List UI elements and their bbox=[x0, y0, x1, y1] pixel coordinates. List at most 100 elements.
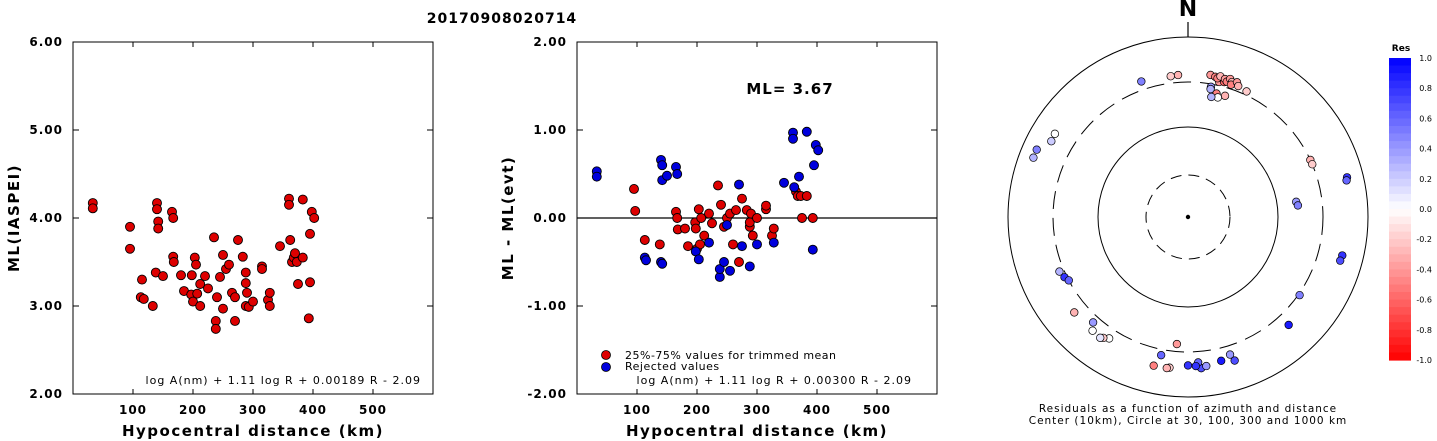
ml-value-label: ML= 3.67 bbox=[746, 80, 833, 98]
mid-data-point bbox=[734, 257, 744, 267]
left-y-tick-label: 3.00 bbox=[29, 299, 63, 313]
left-data-point bbox=[230, 292, 240, 303]
ring-1000km bbox=[1007, 36, 1369, 398]
left-data-point bbox=[264, 287, 275, 298]
left-data-point bbox=[233, 235, 243, 245]
left-data-point bbox=[242, 287, 252, 298]
polar-data-point bbox=[1050, 129, 1060, 138]
colorbar-cell bbox=[1389, 276, 1411, 286]
left-data-point bbox=[195, 301, 206, 311]
left-x-axis-label: Hypocentral distance (km) bbox=[122, 422, 384, 440]
mid-data-point bbox=[752, 239, 762, 250]
mid-x-tick-label: 100 bbox=[623, 403, 651, 417]
left-data-point bbox=[218, 250, 228, 260]
left-data-point bbox=[200, 271, 210, 282]
left-data-point bbox=[195, 279, 206, 289]
colorbar-cell bbox=[1389, 118, 1411, 127]
middle-y-ticks: -2.00 -1.00 0.00 1.00 2.00 bbox=[527, 35, 937, 401]
colorbar-tick-label: 0.4 bbox=[1419, 145, 1432, 154]
colorbar-cell bbox=[1389, 329, 1411, 338]
left-data-point bbox=[275, 241, 285, 252]
left-y-ticks: 2.00 3.00 4.00 5.00 6.00 bbox=[29, 35, 433, 401]
colorbar-cell bbox=[1389, 216, 1411, 225]
mid-data-point bbox=[737, 193, 747, 204]
mid-data-point bbox=[801, 191, 812, 201]
mid-data-point bbox=[672, 169, 683, 179]
left-data-point bbox=[176, 270, 186, 281]
mid-x-tick-label: 500 bbox=[863, 403, 891, 417]
left-data-point bbox=[210, 323, 221, 334]
mid-data-point bbox=[779, 177, 789, 188]
colorbar-cell bbox=[1389, 337, 1411, 346]
mid-data-point bbox=[696, 213, 707, 223]
mid-data-point bbox=[641, 255, 651, 266]
polar-data-point bbox=[1070, 308, 1079, 317]
mid-data-point bbox=[683, 241, 693, 252]
mid-data-point bbox=[680, 223, 690, 234]
colorbar-tick-label: -0.6 bbox=[1416, 296, 1432, 305]
colorbar-cell bbox=[1389, 65, 1411, 74]
mid-data-point bbox=[693, 204, 704, 215]
mid-data-point bbox=[744, 261, 755, 272]
left-data-point bbox=[237, 251, 248, 262]
mid-data-point bbox=[654, 239, 665, 250]
colorbar-tick-label: 0.8 bbox=[1419, 84, 1432, 93]
mid-y-tick-label: -1.00 bbox=[527, 299, 567, 313]
mid-data-point bbox=[737, 241, 747, 252]
left-data-point bbox=[224, 259, 234, 270]
colorbar-cell bbox=[1389, 163, 1411, 172]
left-y-tick-label: 2.00 bbox=[29, 387, 63, 401]
polar-chart: N Residuals as a function of azimuth and… bbox=[1007, 0, 1369, 427]
residual-colorbar: Res 1.0 0.8 0.6 0.4 0.2 0.0 -0.2 -0.4 -0.6 -0.8 -1… bbox=[1389, 44, 1432, 365]
colorbar-cell bbox=[1389, 231, 1411, 240]
polar-data-point bbox=[1336, 256, 1345, 265]
left-data-point bbox=[152, 204, 162, 215]
ring-100km bbox=[1097, 126, 1279, 308]
left-data-point bbox=[215, 272, 225, 282]
mid-data-point bbox=[704, 208, 714, 219]
mid-data-point bbox=[690, 223, 701, 234]
colorbar-cell bbox=[1389, 141, 1411, 150]
legend-blue-label: Rejected values bbox=[625, 360, 720, 373]
colorbar-cell bbox=[1389, 246, 1411, 255]
polar-data-point bbox=[1234, 81, 1243, 91]
polar-data-point bbox=[1156, 351, 1166, 360]
left-x-tick-label: 100 bbox=[119, 403, 147, 417]
colorbar-cell bbox=[1389, 201, 1411, 210]
colorbar-cell bbox=[1389, 58, 1411, 67]
left-y-axis-label: ML(IASPEI) bbox=[5, 164, 23, 272]
polar-data-point bbox=[1137, 77, 1146, 86]
legend-blue-marker bbox=[601, 362, 611, 372]
polar-data-point bbox=[1149, 361, 1158, 370]
colorbar-cell bbox=[1389, 156, 1411, 165]
left-x-tick-label: 500 bbox=[359, 403, 387, 417]
polar-data-point bbox=[1162, 363, 1171, 373]
middle-chart: 100 200 300 400 500 -2.00 -1.00 0.00 1.00 2.00 M… bbox=[499, 35, 938, 440]
left-data-point bbox=[297, 194, 308, 205]
polar-data-point bbox=[1293, 201, 1303, 210]
mid-data-point bbox=[789, 182, 800, 193]
colorbar-cell bbox=[1389, 239, 1411, 248]
left-data-point bbox=[125, 243, 135, 254]
left-x-tick-label: 300 bbox=[239, 403, 267, 417]
mid-data-point bbox=[704, 237, 714, 248]
polar-data-point bbox=[1047, 137, 1056, 146]
colorbar-cell bbox=[1389, 125, 1411, 135]
colorbar-cell bbox=[1389, 148, 1411, 157]
left-data-point bbox=[293, 279, 303, 289]
ring-300km bbox=[1052, 81, 1324, 353]
mid-x-tick-label: 300 bbox=[743, 403, 771, 417]
left-data-point bbox=[257, 264, 267, 274]
legend-red-marker bbox=[601, 350, 611, 360]
mid-x-tick-label: 400 bbox=[803, 403, 831, 417]
left-data-point bbox=[284, 199, 294, 210]
colorbar-tick-label: 1.0 bbox=[1419, 54, 1432, 63]
mid-y-tick-label: 0.00 bbox=[533, 211, 567, 225]
colorbar-cell bbox=[1389, 254, 1411, 263]
mid-y-tick-label: -2.00 bbox=[527, 387, 567, 401]
polar-data-point bbox=[1183, 361, 1193, 370]
left-y-tick-label: 4.00 bbox=[29, 211, 63, 225]
mid-data-point bbox=[794, 171, 804, 182]
north-label: N bbox=[1179, 0, 1197, 22]
left-data-point bbox=[264, 301, 275, 311]
